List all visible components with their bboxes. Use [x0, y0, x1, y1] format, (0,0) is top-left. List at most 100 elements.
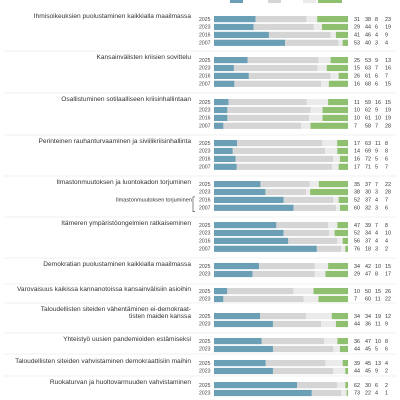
legend-swatch: [303, 0, 316, 3]
bar-segment: [214, 122, 224, 129]
bar-segment: [214, 163, 237, 170]
value-label: 16: [354, 82, 360, 88]
bar-segment: [228, 99, 307, 106]
value-label: 2: [385, 369, 388, 375]
value-label: 7: [354, 124, 357, 130]
value-label: 50: [365, 289, 371, 295]
year-label: 2025: [199, 361, 211, 367]
bar-segment: [214, 237, 289, 244]
legend-swatch: [268, 0, 281, 3]
value-label: 17: [354, 141, 360, 147]
bar-segment: [322, 114, 348, 121]
bar-segment: [337, 147, 348, 155]
bar-segment: [337, 237, 343, 244]
value-label: 8: [385, 149, 388, 155]
value-label: 22: [365, 391, 371, 397]
bar-segment: [329, 229, 335, 237]
value-label: 29: [354, 272, 360, 278]
year-label: 2016: [199, 33, 211, 39]
value-label: 13: [385, 58, 391, 64]
bar-segment: [340, 204, 348, 211]
value-label: 4: [385, 239, 388, 245]
bar-segment: [265, 188, 307, 196]
value-label: 68: [365, 82, 371, 88]
year-label: 2025: [199, 141, 211, 147]
value-label: 28: [385, 124, 391, 130]
year-label: 2023: [199, 66, 211, 72]
year-label: 2025: [199, 264, 211, 270]
note-bracket: [192, 196, 195, 212]
bar-segment: [338, 163, 348, 170]
value-label: 23: [385, 17, 391, 23]
bar-segment: [214, 196, 284, 203]
bar-segment: [297, 382, 338, 389]
value-label: 6: [375, 383, 378, 389]
value-label: 34: [354, 264, 360, 270]
value-label: 12: [385, 314, 391, 320]
bar-segment: [214, 263, 260, 270]
bar-segment: [309, 181, 319, 188]
bar-segment: [234, 80, 322, 87]
bar-segment: [316, 245, 342, 252]
year-label: 2023: [199, 347, 211, 353]
bar-segment: [214, 188, 266, 196]
value-label: 9: [385, 33, 388, 39]
bar-segment: [214, 64, 234, 72]
bar-segment: [342, 39, 348, 46]
group-note: Ilmastonmuutoksen torjuminen: [116, 198, 192, 204]
bar-segment: [325, 360, 343, 367]
bar-segment: [214, 345, 273, 353]
year-label: 2025: [199, 58, 211, 64]
bar-segment: [293, 204, 337, 211]
value-label: 11: [375, 141, 381, 147]
bar-segment: [255, 16, 307, 23]
bar-segment: [233, 64, 318, 72]
value-label: 47: [365, 339, 371, 345]
group-label: Osallistuminen sotilaalliseen kriisinhal…: [61, 96, 191, 103]
bar-segment: [259, 263, 315, 270]
value-label: 44: [354, 347, 360, 353]
value-label: 73: [354, 391, 360, 397]
bar-segment: [272, 345, 334, 353]
bar-segment: [283, 196, 334, 203]
year-label: 2016: [199, 74, 211, 80]
value-label: 39: [365, 223, 371, 229]
bar-segment: [306, 188, 311, 196]
bar-segment: [223, 295, 304, 303]
bar-segment: [232, 147, 326, 155]
year-label: 2023: [199, 297, 211, 303]
year-label: 2023: [199, 108, 211, 114]
bar-segment: [214, 367, 273, 375]
value-label: 10: [375, 116, 381, 122]
value-label: 45: [365, 347, 371, 353]
bar-segment: [333, 155, 340, 162]
bar-segment: [325, 147, 338, 155]
value-label: 37: [365, 182, 371, 188]
bar-segment: [306, 313, 332, 320]
bar-segment: [214, 57, 248, 64]
value-label: 3: [375, 206, 378, 212]
bar-segment: [310, 122, 348, 129]
value-label: 46: [365, 33, 371, 39]
bar-segment: [214, 181, 261, 188]
value-label: 72: [365, 157, 371, 163]
value-label: 44: [354, 322, 360, 328]
group-label: Taloudellisten siteiden vähentäminen ei-…: [41, 306, 191, 313]
bar-segment: [261, 338, 325, 345]
bar-segment: [317, 16, 348, 23]
bar-segment: [333, 367, 346, 375]
bar-segment: [322, 140, 338, 147]
bar-segment: [214, 155, 236, 162]
value-label: 53: [354, 41, 360, 47]
year-label: 2025: [199, 289, 211, 295]
value-label: 4: [375, 239, 378, 245]
bar-segment: [214, 295, 224, 303]
bar-segment: [227, 288, 294, 295]
bar-segment: [317, 64, 327, 72]
value-label: 6: [385, 206, 388, 212]
value-label: 71: [365, 165, 371, 171]
bar-segment: [342, 237, 348, 244]
value-label: 6: [385, 347, 388, 353]
bar-segment: [247, 57, 319, 64]
bar-segment: [288, 237, 338, 244]
